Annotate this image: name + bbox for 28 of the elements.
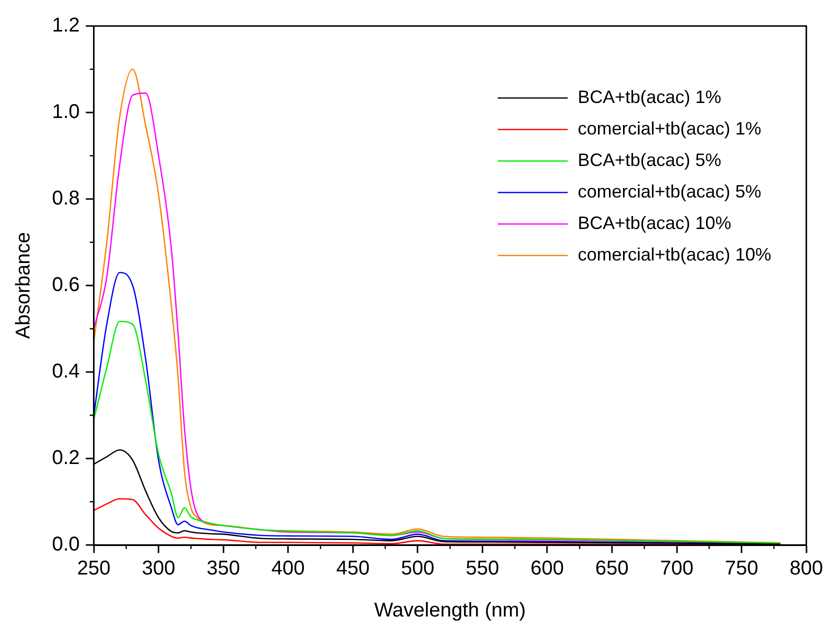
x-tick-label: 750 (724, 558, 758, 580)
y-axis-title: Absorbance (12, 232, 35, 339)
line-series (94, 320, 782, 544)
y-tick-label: 0.4 (52, 360, 80, 383)
x-tick-label: 700 (660, 558, 694, 580)
x-tick-label: 400 (271, 558, 305, 580)
x-tick-label: 800 (790, 558, 824, 580)
legend-label: BCA+tb(acac) 5% (578, 150, 722, 170)
x-tick-label: 650 (595, 558, 629, 580)
legend-label: comercial+tb(acac) 10% (578, 244, 772, 264)
y-tick-label: 0.0 (52, 534, 80, 556)
x-tick-label: 350 (206, 558, 240, 580)
x-tick-label: 300 (142, 558, 176, 580)
y-tick-label: 1.2 (52, 14, 80, 37)
y-tick-label: 1.0 (52, 101, 80, 124)
x-tick-label: 600 (530, 558, 564, 580)
legend-label: BCA+tb(acac) 10% (578, 212, 732, 233)
legend-label: comercial+tb(acac) 1% (578, 118, 762, 138)
x-tick-label: 450 (336, 558, 370, 580)
y-tick-label: 0.2 (52, 447, 80, 470)
y-tick-label: 0.8 (52, 188, 80, 210)
x-axis-title: Wavelength (nm) (374, 600, 526, 622)
legend-label: BCA+tb(acac) 1% (578, 86, 722, 107)
legend-label: comercial+tb(acac) 5% (578, 181, 762, 202)
x-tick-label: 500 (400, 558, 434, 580)
y-tick-label: 0.6 (52, 274, 80, 296)
x-tick-label: 550 (466, 558, 500, 580)
x-tick-label: 250 (77, 558, 110, 580)
